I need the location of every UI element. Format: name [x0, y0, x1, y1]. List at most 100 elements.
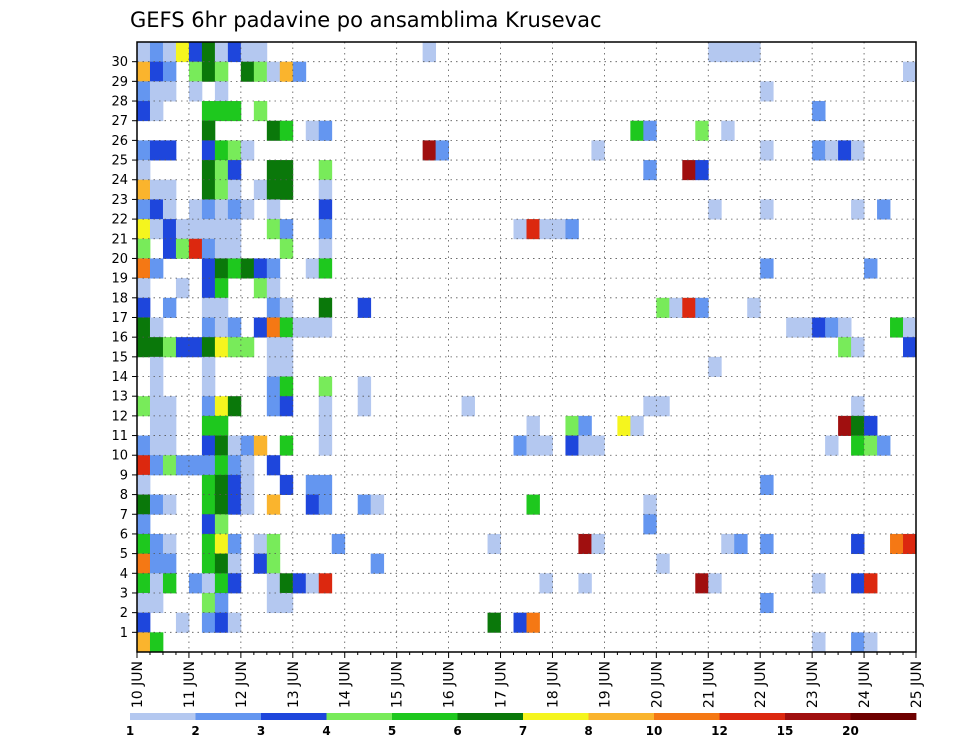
heatmap-cell: [825, 435, 839, 456]
heatmap-cell: [305, 474, 320, 495]
heatmap-cell: [162, 415, 177, 436]
heatmap-cell: [851, 199, 865, 220]
heatmap-cell: [214, 219, 229, 240]
heatmap-cell: [357, 376, 372, 397]
heatmap-cell: [786, 317, 800, 338]
y-tick-label: 4: [120, 567, 128, 582]
heatmap-cell: [201, 612, 216, 633]
heatmap-cell: [864, 258, 878, 279]
heatmap-cell: [253, 278, 268, 299]
heatmap-cell: [643, 120, 657, 141]
heatmap-cell: [253, 179, 268, 200]
heatmap-cell: [760, 533, 774, 555]
colorbar-swatch: [130, 713, 196, 720]
heatmap-cell: [266, 337, 281, 358]
heatmap-cell: [227, 474, 242, 495]
heatmap-cell: [864, 415, 878, 436]
heatmap-cell: [708, 199, 722, 220]
heatmap-cell: [214, 258, 229, 279]
heatmap-cell: [539, 573, 553, 594]
heatmap-cell: [240, 435, 255, 456]
heatmap-cell: [513, 219, 527, 240]
heatmap-cell: [240, 455, 255, 476]
heatmap-cell: [214, 553, 229, 574]
colorbar-swatch: [457, 713, 524, 720]
y-tick-label: 14: [111, 370, 128, 385]
heatmap-cell: [149, 533, 164, 555]
heatmap-cell: [214, 101, 229, 122]
heatmap-cell: [201, 179, 216, 200]
heatmap-cell: [760, 199, 774, 220]
heatmap-cell: [214, 179, 229, 200]
heatmap-cell: [137, 514, 151, 535]
heatmap-cell: [149, 632, 164, 653]
colorbar-swatch: [195, 713, 262, 720]
heatmap-cell: [240, 61, 255, 82]
heatmap-cell: [903, 533, 917, 555]
x-tick-label: 13 JUN: [286, 661, 302, 708]
heatmap-cell: [214, 573, 229, 594]
heatmap-cell: [578, 573, 592, 594]
heatmap-cell: [137, 494, 151, 515]
heatmap-cell: [175, 337, 190, 358]
heatmap-cell: [188, 573, 203, 594]
heatmap-cell: [253, 553, 268, 574]
heatmap-cell: [903, 337, 917, 358]
y-tick-label: 20: [111, 252, 128, 267]
heatmap-cell: [318, 396, 333, 417]
heatmap-cell: [240, 337, 255, 358]
heatmap-cell: [175, 219, 190, 240]
heatmap-cell: [318, 160, 333, 181]
heatmap-cell: [370, 494, 385, 515]
y-tick-label: 21: [111, 232, 128, 247]
heatmap-cell: [137, 592, 151, 614]
y-tick-label: 7: [120, 508, 128, 523]
heatmap-cell: [137, 258, 151, 279]
heatmap-cell: [318, 317, 333, 338]
heatmap-cell: [214, 61, 229, 82]
heatmap-cell: [318, 415, 333, 436]
heatmap-cell: [137, 199, 151, 220]
y-tick-label: 17: [111, 311, 128, 326]
heatmap-cell: [851, 396, 865, 417]
colorbar-label: 1: [126, 724, 134, 738]
heatmap-cell: [227, 179, 242, 200]
heatmap-cell: [292, 61, 307, 82]
heatmap-cell: [227, 42, 242, 63]
colorbar-label: 2: [191, 724, 199, 738]
heatmap-cell: [864, 573, 878, 594]
heatmap-cell: [487, 612, 501, 633]
heatmap-cell: [513, 612, 527, 633]
heatmap-cell: [838, 337, 852, 358]
heatmap-cell: [214, 140, 229, 161]
heatmap-cell: [279, 573, 294, 594]
heatmap-cell: [137, 297, 151, 318]
heatmap-cell: [695, 297, 709, 318]
heatmap-cell: [266, 553, 281, 574]
heatmap-cell: [149, 179, 164, 200]
heatmap-cell: [240, 258, 255, 279]
heatmap-cell: [149, 219, 164, 240]
heatmap-cell: [162, 455, 177, 476]
x-tick-label: 11 JUN: [182, 661, 198, 708]
heatmap-cell: [201, 435, 216, 456]
heatmap-cell: [188, 337, 203, 358]
heatmap-cell: [137, 533, 151, 555]
heatmap-cell: [266, 120, 281, 141]
heatmap-cell: [851, 435, 865, 456]
heatmap-cell: [227, 533, 242, 555]
colorbar-label: 6: [453, 724, 461, 738]
heatmap-cell: [201, 199, 216, 220]
heatmap-cell: [201, 160, 216, 181]
y-tick-label: 18: [111, 291, 128, 306]
heatmap-cell: [318, 238, 333, 259]
colorbar-label: 15: [777, 724, 794, 738]
heatmap-cell: [137, 435, 151, 456]
heatmap-cell: [357, 396, 372, 417]
heatmap-cell: [747, 42, 761, 63]
heatmap-cell: [266, 573, 281, 594]
heatmap-cell: [137, 396, 151, 417]
heatmap-cell: [201, 592, 216, 614]
heatmap-cell: [214, 199, 229, 220]
heatmap-cell: [214, 415, 229, 436]
